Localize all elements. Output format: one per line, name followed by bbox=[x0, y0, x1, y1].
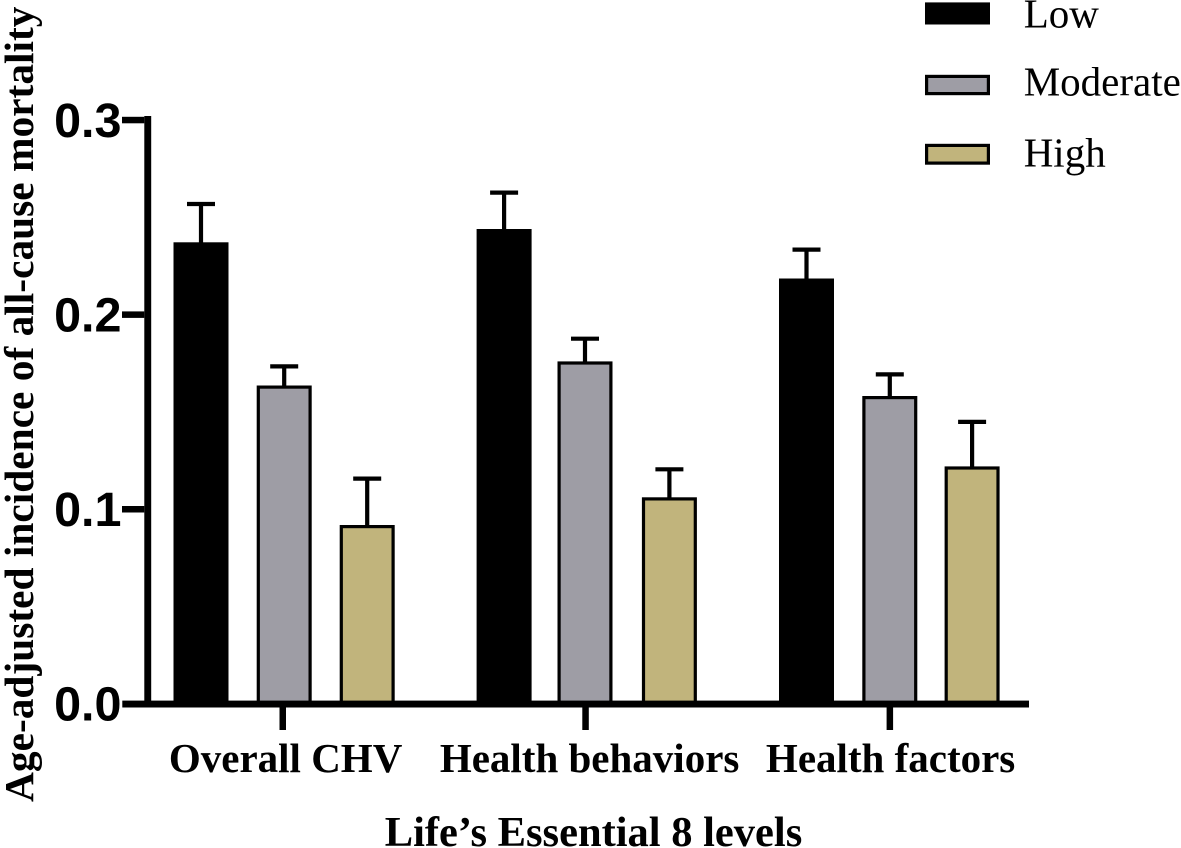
svg-text:High: High bbox=[1024, 130, 1106, 176]
svg-text:Life’s Essential 8 levels: Life’s Essential 8 levels bbox=[385, 809, 803, 848]
svg-text:0.3: 0.3 bbox=[54, 94, 121, 148]
svg-text:Moderate: Moderate bbox=[1024, 59, 1181, 105]
svg-text:Health behaviors: Health behaviors bbox=[440, 735, 740, 781]
svg-text:Low: Low bbox=[1024, 0, 1100, 36]
svg-text:Age-adjusted incidence of all-: Age-adjusted incidence of all-cause mort… bbox=[0, 6, 42, 802]
svg-text:0.0: 0.0 bbox=[54, 678, 121, 732]
svg-text:0.1: 0.1 bbox=[54, 483, 121, 537]
svg-text:Overall CHV: Overall CHV bbox=[169, 735, 403, 781]
svg-text:0.2: 0.2 bbox=[54, 289, 121, 343]
svg-text:Health factors: Health factors bbox=[766, 735, 1015, 781]
